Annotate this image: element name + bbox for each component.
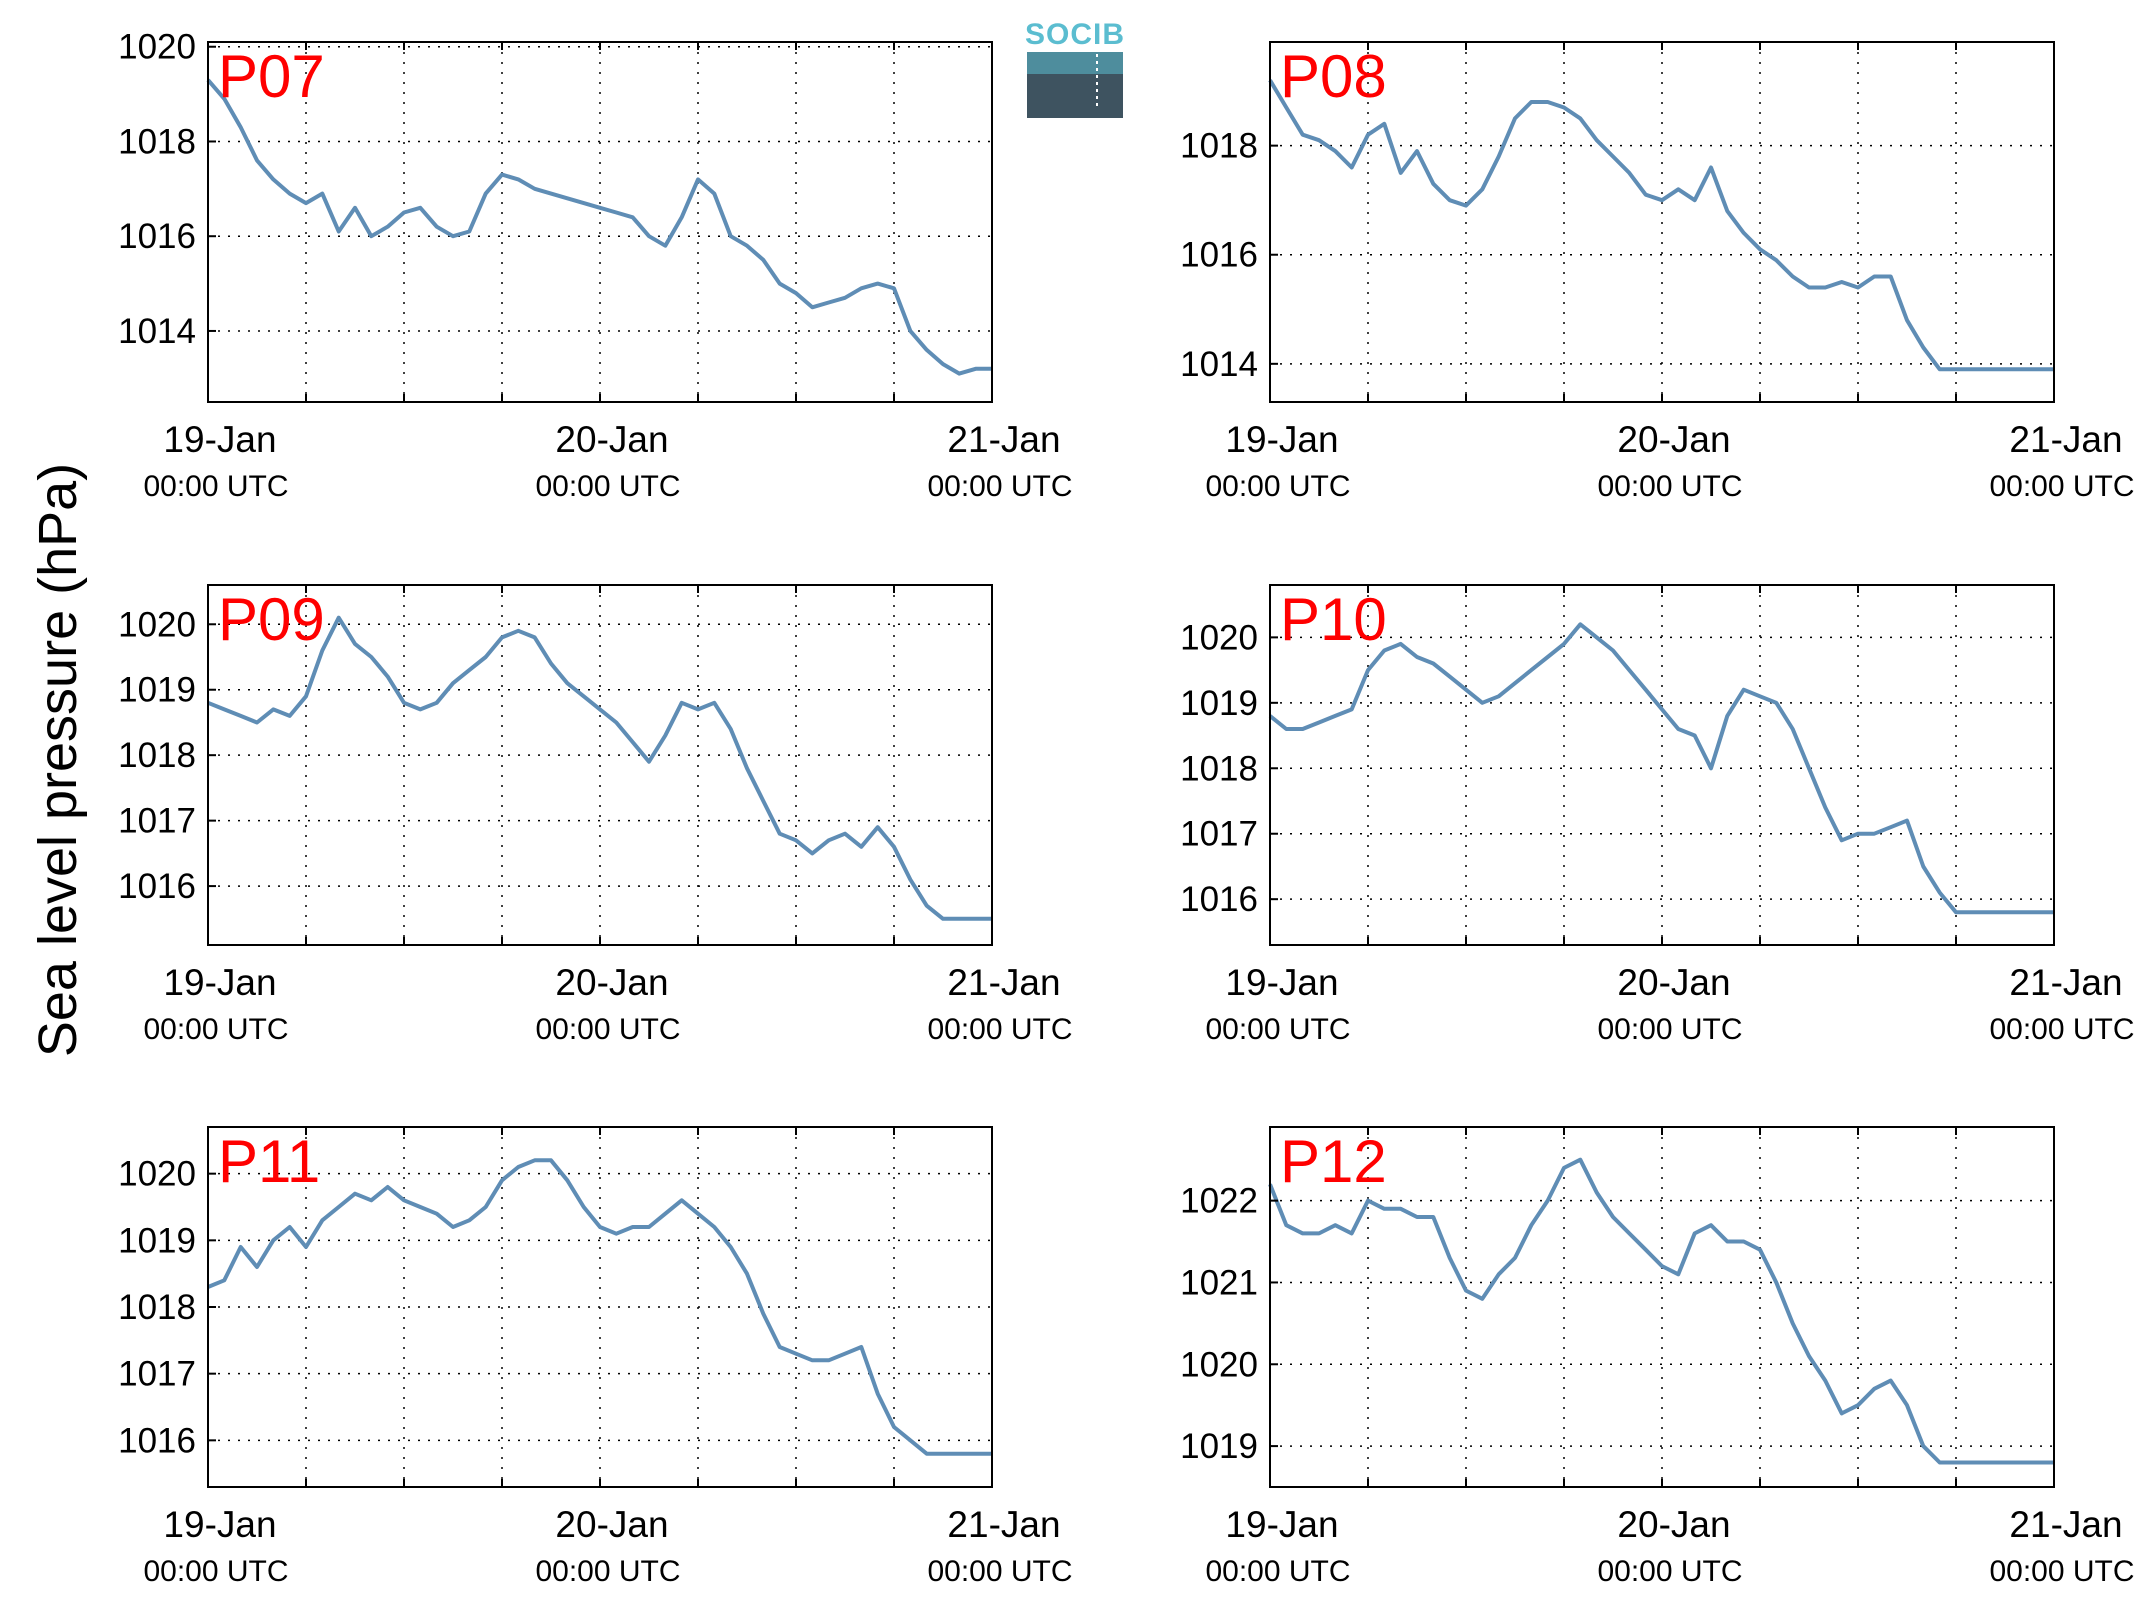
x-tick-time-label: 00:00 UTC [1597, 1013, 1742, 1046]
x-tick-time-label: 00:00 UTC [1989, 1013, 2134, 1046]
y-tick-label: 1020 [118, 1155, 196, 1194]
y-tick-label: 1018 [1180, 749, 1258, 788]
x-tick-time-label: 00:00 UTC [535, 1013, 680, 1046]
x-tick-date-label: 20-Jan [555, 962, 668, 1003]
x-tick-date-label: 19-Jan [163, 962, 276, 1003]
y-tick-label: 1020 [1180, 618, 1258, 657]
x-tick-date-label: 21-Jan [947, 419, 1060, 460]
pressure-series-line [1268, 79, 2054, 372]
socib-logo: SOCIB [1025, 18, 1125, 118]
y-tick-label: 1018 [118, 122, 196, 161]
y-tick-label: 1016 [1180, 880, 1258, 919]
y-tick-label: 1018 [118, 1288, 196, 1327]
x-tick-date-label: 19-Jan [163, 419, 276, 460]
x-tick-date-label: 19-Jan [1225, 962, 1338, 1003]
chart-panel-p08: 1014 1016 1018 19-Jan 00:00 UTC 20-Jan 00:00 U… [1180, 41, 2135, 503]
x-tick-time-label: 00:00 UTC [1205, 470, 1350, 503]
x-tick-date-label: 21-Jan [2009, 419, 2122, 460]
chart-panel-p10: 1016 1017 1018 1019 1020 19-Jan 00:00 UTC 20-Ja… [1180, 584, 2135, 1046]
logo-band [1027, 52, 1123, 74]
pressure-series-line [1268, 622, 2054, 915]
x-tick-time-label: 00:00 UTC [143, 1013, 288, 1046]
pressure-series-line [206, 78, 992, 376]
station-label: P11 [218, 1128, 320, 1195]
y-tick-label: 1020 [118, 605, 196, 644]
x-tick-date-label: 20-Jan [1617, 962, 1730, 1003]
chart-panel-p09: 1016 1017 1018 1019 1020 19-Jan 00:00 UTC 20-Ja… [118, 584, 1073, 1046]
station-label: P09 [218, 586, 325, 653]
y-tick-label: 1017 [1180, 815, 1258, 854]
station-label: P07 [218, 43, 325, 110]
y-tick-label: 1020 [118, 28, 196, 67]
y-tick-label: 1014 [1180, 345, 1258, 384]
x-tick-date-label: 20-Jan [1617, 419, 1730, 460]
x-tick-time-label: 00:00 UTC [1989, 470, 2134, 503]
station-label: P10 [1280, 586, 1387, 653]
x-tick-time-label: 00:00 UTC [1597, 470, 1742, 503]
y-tick-label: 1019 [118, 1221, 196, 1260]
x-tick-time-label: 00:00 UTC [1205, 1013, 1350, 1046]
x-tick-time-label: 00:00 UTC [535, 1555, 680, 1588]
y-tick-label: 1019 [118, 671, 196, 710]
x-tick-time-label: 00:00 UTC [535, 470, 680, 503]
station-label: P08 [1280, 43, 1387, 110]
x-tick-time-label: 00:00 UTC [143, 470, 288, 503]
x-tick-date-label: 20-Jan [1617, 1504, 1730, 1545]
x-tick-date-label: 19-Jan [163, 1504, 276, 1545]
y-tick-label: 1022 [1180, 1182, 1258, 1221]
x-tick-time-label: 00:00 UTC [927, 470, 1072, 503]
y-tick-label: 1016 [118, 1421, 196, 1460]
y-tick-label: 1017 [118, 1355, 196, 1394]
x-tick-date-label: 20-Jan [555, 1504, 668, 1545]
y-tick-label: 1020 [1180, 1345, 1258, 1384]
pressure-series-line [207, 1158, 992, 1456]
y-tick-label: 1019 [1180, 684, 1258, 723]
y-tick-label: 1021 [1180, 1263, 1258, 1302]
chart-panel-p12: 1019 1020 1021 1022 19-Jan 00:00 UTC 20-Jan 00:… [1180, 1126, 2135, 1588]
x-tick-time-label: 00:00 UTC [1597, 1555, 1742, 1588]
y-tick-label: 1018 [118, 736, 196, 775]
station-label: P12 [1280, 1128, 1387, 1195]
x-tick-date-label: 19-Jan [1225, 419, 1338, 460]
y-tick-label: 1016 [118, 217, 196, 256]
x-tick-time-label: 00:00 UTC [1989, 1555, 2134, 1588]
chart-panel-p07: 1014 1016 1018 1020 19-Jan 00:00 UTC 20-Jan 00:… [118, 28, 1072, 503]
y-tick-label: 1014 [118, 312, 196, 351]
pressure-series-line [1268, 1157, 2054, 1465]
chart-panel-p11: 1016 1017 1018 1019 1020 19-Jan 00:00 UTC 20-Ja… [118, 1126, 1073, 1588]
y-tick-label: 1016 [1180, 236, 1258, 275]
logo-text: SOCIB [1025, 18, 1125, 51]
x-tick-date-label: 19-Jan [1225, 1504, 1338, 1545]
y-tick-label: 1017 [118, 802, 196, 841]
y-tick-label: 1019 [1180, 1427, 1258, 1466]
x-tick-time-label: 00:00 UTC [927, 1555, 1072, 1588]
y-tick-label: 1016 [118, 867, 196, 906]
x-tick-time-label: 00:00 UTC [927, 1013, 1072, 1046]
x-tick-date-label: 21-Jan [947, 962, 1060, 1003]
x-tick-date-label: 20-Jan [555, 419, 668, 460]
y-axis-label: Sea level pressure (hPa) [28, 463, 88, 1057]
x-tick-date-label: 21-Jan [2009, 962, 2122, 1003]
y-tick-label: 1018 [1180, 127, 1258, 166]
x-tick-date-label: 21-Jan [2009, 1504, 2122, 1545]
x-tick-time-label: 00:00 UTC [1205, 1555, 1350, 1588]
pressure-series-line [207, 615, 992, 921]
x-tick-date-label: 21-Jan [947, 1504, 1060, 1545]
x-tick-time-label: 00:00 UTC [143, 1555, 288, 1588]
